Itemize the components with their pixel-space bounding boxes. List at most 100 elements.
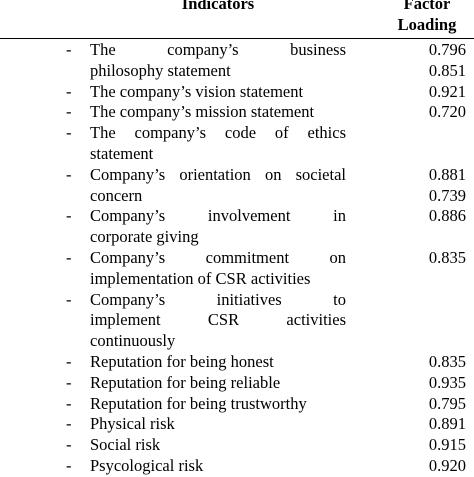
factor-loading-value: 0.886 [428,206,466,226]
row-bullet: - [66,455,72,475]
indicator-line: concern [90,185,143,205]
factor-loading-value [380,144,466,165]
factor-loading-value: 0.835 [428,247,466,267]
indicator-text: Company’s involvement in corporate giving [90,206,346,248]
factor-loading-values: 0.886 [380,206,474,248]
factor-loading-values: 0.720 [380,102,474,123]
factor-loading-values: 0.921 [380,82,474,103]
indicator-text: The company’s business philosophy stateme… [90,40,346,82]
factor-loading-value [380,123,466,144]
indicator-line: implement CSR activities [90,310,346,330]
header-rule [0,38,474,39]
factor-loading-value: 0.920 [428,455,466,475]
row-bullet: - [66,206,72,226]
indicator-line: Psycological risk [90,455,204,475]
factor-loading-value [380,310,466,331]
indicator-line: Company’s orientation on societal [90,164,346,184]
indicator-line: The company’s business [90,40,346,59]
row-bullet: - [66,351,72,371]
indicator-line: Company’s commitment on [90,247,346,267]
indicator-text: Social risk [90,435,346,456]
indicator-line: Reputation for being trustworthy [90,393,307,413]
factor-loading-value: 0.851 [428,60,466,80]
table-body: - The company’s business philosophy statem… [0,40,474,477]
factor-loading-value: 0.720 [428,102,466,122]
indicator-line: implementation of CSR activities [90,268,311,288]
row-bullet: - [66,393,72,413]
factor-loading-value [380,331,466,352]
factor-loading-values: 0.915 [380,435,474,456]
factor-loading-value [380,227,466,248]
row-bullet: - [66,40,72,59]
factor-loading-header-line1: Factor [403,0,451,13]
table-row: - The company’s business philosophy statem… [0,40,474,82]
row-bullet: - [66,81,72,101]
factor-loading-value: 0.891 [428,414,466,434]
indicators-header: Indicators [181,0,255,13]
indicator-text: Psycological risk [90,456,346,477]
factor-loading-value [380,290,466,311]
indicator-text: The company’s vision statement [90,82,346,103]
indicator-line: philosophy statement [90,60,231,80]
indicator-line: The company’s mission statement [90,102,315,122]
indicator-line: The company’s vision statement [90,81,304,101]
factor-loading-value [380,269,466,290]
indicator-text: Reputation for being honest [90,352,346,373]
factor-loading-values: 0.891 [380,414,474,435]
row-bullet: - [66,289,72,309]
indicator-line: statement [90,143,154,163]
indicator-line: Physical risk [90,414,175,434]
factor-loading-value: 0.881 [428,164,466,184]
row-bullet: - [66,247,72,267]
factor-loading-values: 0.920 [380,456,474,477]
table-row: - Company’s initiatives to implement CSR a… [0,290,474,352]
factor-loading-values [380,123,474,165]
indicator-text: Company’s initiatives to implement CSR ac… [90,290,346,352]
row-bullet: - [66,102,72,122]
indicator-line: Social risk [90,435,161,455]
table-row: - The company’s mission statement 0.720 [0,102,474,123]
indicator-line: corporate giving [90,227,199,247]
indicator-text: Reputation for being reliable [90,373,346,394]
row-bullet: - [66,372,72,392]
table-row: - The company’s vision statement 0.921 [0,82,474,103]
row-bullet: - [66,164,72,184]
factor-loading-value: 0.795 [428,393,466,413]
factor-loading-values: 0.881 0.739 [380,165,474,207]
indicator-text: The company’s mission statement [90,102,346,123]
factor-loading-header-line2: Loading [397,14,457,34]
factor-loading-value: 0.921 [428,81,466,101]
indicator-text: Company’s commitment on implementation of… [90,248,346,290]
row-bullet: - [66,123,72,143]
factor-loading-value: 0.915 [428,435,466,455]
factor-loading-value: 0.796 [428,40,466,59]
factor-loading-value: 0.739 [428,185,466,205]
indicator-text: Company’s orientation on societal concern [90,165,346,207]
table-row: - Physical risk 0.891 [0,414,474,435]
table-row: - Company’s orientation on societal concer… [0,165,474,207]
row-bullet: - [66,414,72,434]
factor-loading-values: 0.795 [380,394,474,415]
indicator-text: Physical risk [90,414,346,435]
indicator-line: continuously [90,331,176,351]
table-row: - Company’s involvement in corporate givin… [0,206,474,248]
factor-loading-value: 0.935 [428,372,466,392]
factor-loading-values [380,290,474,352]
table-row: - Psycological risk 0.920 [0,456,474,477]
indicator-text: The company’s code of ethics statement [90,123,346,165]
factor-loading-values: 0.796 0.851 [380,40,474,82]
table-row: - The company’s code of ethics statement [0,123,474,165]
indicator-line: Company’s involvement in [90,206,346,226]
factor-loading-values: 0.835 [380,352,474,373]
indicator-line: The company’s code of ethics [90,123,346,143]
indicator-line: Company’s initiatives to [90,289,346,309]
table-row: - Reputation for being trustworthy 0.795 [0,394,474,415]
factor-loading-values: 0.935 [380,373,474,394]
indicator-line: Reputation for being reliable [90,372,281,392]
table-row: - Company’s commitment on implementation o… [0,248,474,290]
indicator-line: Reputation for being honest [90,351,274,371]
factor-loading-value: 0.835 [428,351,466,371]
table-row: - Reputation for being honest 0.835 [0,352,474,373]
factor-loading-header: Factor Loading [380,0,474,36]
indicator-text: Reputation for being trustworthy [90,394,346,415]
